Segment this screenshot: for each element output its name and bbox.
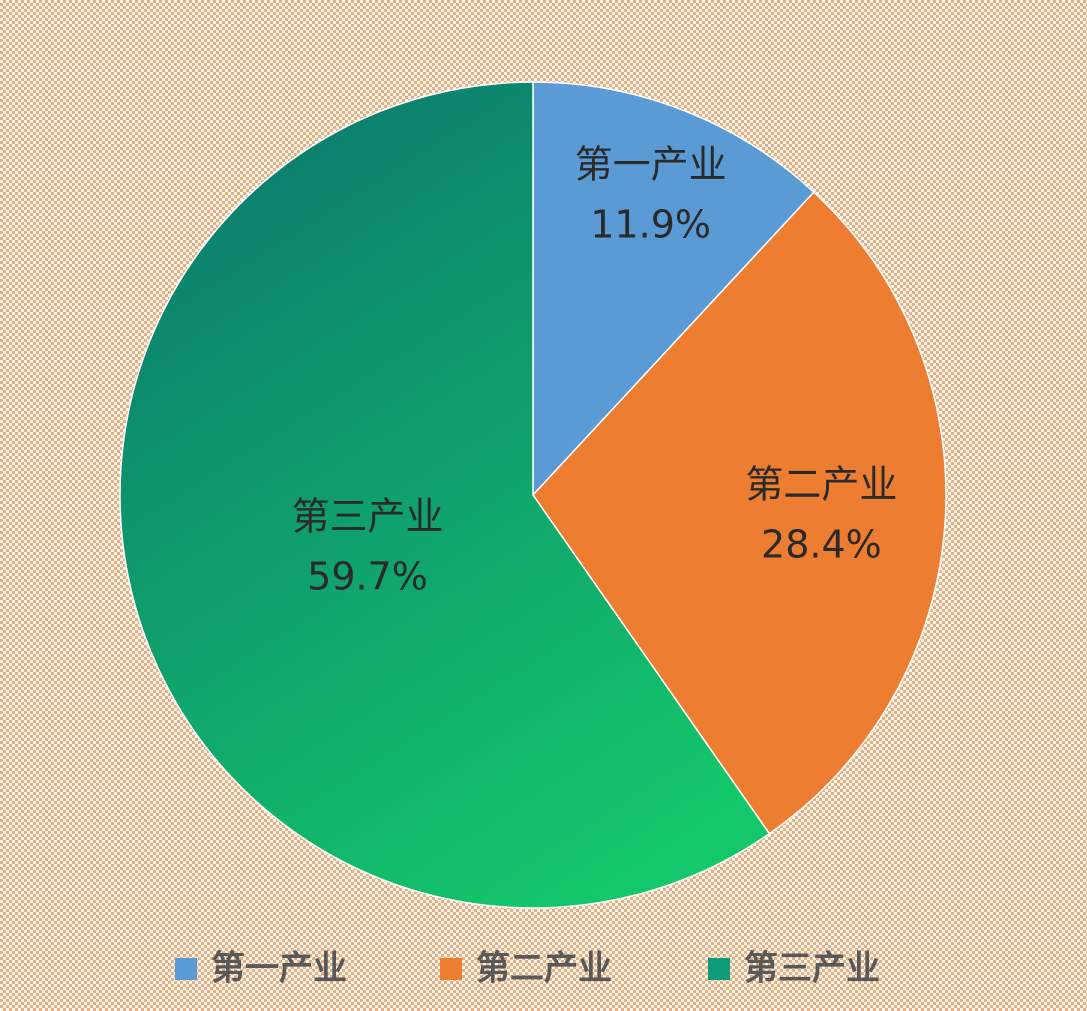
slice-category: 第二产业 xyxy=(745,462,897,506)
legend-label: 第三产业 xyxy=(744,949,880,989)
slice-category: 第一产业 xyxy=(575,143,727,187)
pie-slice xyxy=(532,81,815,497)
slice-category: 第三产业 xyxy=(292,495,444,539)
slice-value: 11.9% xyxy=(590,203,711,247)
legend-swatch xyxy=(440,958,462,980)
pie-slice xyxy=(119,81,771,909)
legend-swatch xyxy=(708,958,730,980)
slice-value: 59.7% xyxy=(307,555,428,599)
pie-slice xyxy=(532,191,947,835)
legend-label: 第二产业 xyxy=(476,949,612,989)
legend-label: 第一产业 xyxy=(211,949,347,989)
legend-swatch xyxy=(175,958,197,980)
slice-value: 28.4% xyxy=(761,522,882,566)
